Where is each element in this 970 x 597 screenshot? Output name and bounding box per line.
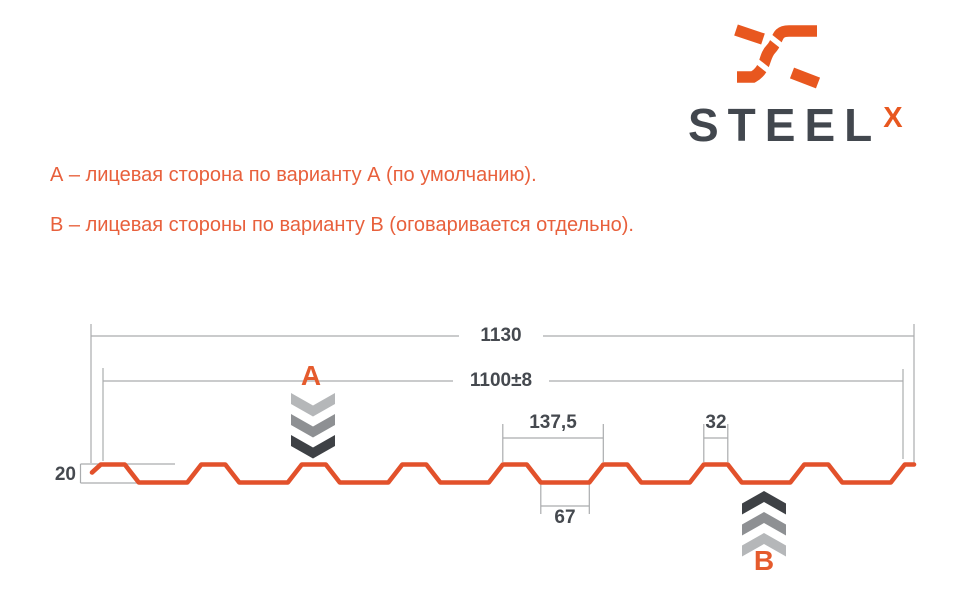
logo-tl-bar bbox=[734, 24, 765, 45]
brand-text: STEEL bbox=[688, 99, 882, 151]
logo-s-stroke bbox=[737, 25, 817, 83]
dimension-lines bbox=[79, 324, 915, 514]
sheet-profile-outline bbox=[89, 462, 917, 485]
logo-cut-bottom bbox=[752, 56, 775, 77]
dim-rib-pitch-label: 137,5 bbox=[529, 412, 577, 433]
marker-side-b: В bbox=[753, 545, 775, 576]
note-variant-a: А – лицевая сторона по варианту А (по ум… bbox=[50, 164, 537, 186]
marker-side-a: А bbox=[300, 360, 322, 391]
dim-rib-top-label: 32 bbox=[705, 412, 727, 433]
side-b-chevrons-icon bbox=[742, 491, 786, 557]
brand-wordmark: STEELX bbox=[688, 101, 918, 153]
brand-sup-x: X bbox=[883, 102, 903, 134]
side-a-chevrons-icon bbox=[291, 393, 335, 459]
logo-cut-top bbox=[766, 32, 789, 53]
logo-br-bar bbox=[789, 67, 821, 89]
dim-valley-label: 67 bbox=[554, 507, 576, 528]
note-variant-b: В – лицевая стороны по варианту В (огова… bbox=[50, 214, 634, 236]
dim-overall-width-label: 1130 bbox=[480, 325, 522, 346]
dim-working-width-label: 1100±8 bbox=[469, 370, 533, 391]
steelx-logo-icon bbox=[733, 24, 822, 91]
dim-height-label: 20 bbox=[54, 464, 76, 485]
